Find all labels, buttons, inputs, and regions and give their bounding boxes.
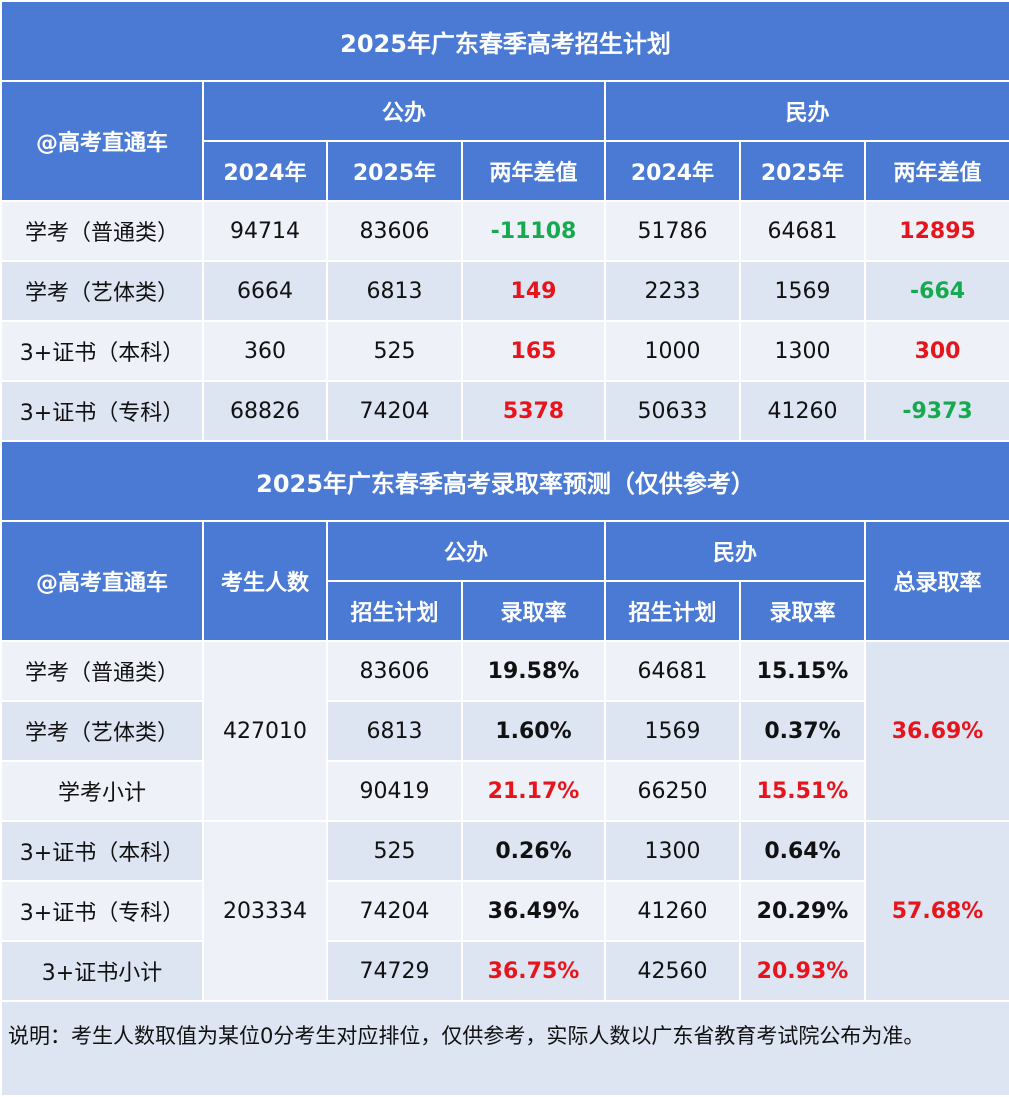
cell-public-rate: 36.49% xyxy=(461,880,606,942)
cell-private-2024: 2233 xyxy=(604,260,741,322)
column-header: 两年差值 xyxy=(863,140,1009,202)
column-header: 2024年 xyxy=(604,140,741,202)
cell-private-diff: 12895 xyxy=(863,200,1009,262)
row-label: 学考（艺体类） xyxy=(0,700,204,762)
enrollment-plan-table: 2025年广东春季高考招生计划 @高考直通车 公办 民办 2024年 2025年… xyxy=(0,0,1009,442)
zhengshu-total-rate: 57.68% xyxy=(863,820,1009,1002)
row-label: 3+证书（本科） xyxy=(0,820,204,882)
cell-public-2024: 94714 xyxy=(202,200,328,262)
row-label: 3+证书（专科） xyxy=(0,880,204,942)
cell-private-diff: -9373 xyxy=(863,380,1009,442)
cell-public-2025: 83606 xyxy=(326,200,463,262)
cell-public-2024: 6664 xyxy=(202,260,328,322)
cell-public-2024: 360 xyxy=(202,320,328,382)
footnote: 说明：考生人数取值为某位0分考生对应排位，仅供参考，实际人数以广东省教育考试院公… xyxy=(0,1000,1009,1097)
table-row: 3+证书小计 74729 36.75% 42560 20.93% xyxy=(0,940,1009,1002)
column-header: 录取率 xyxy=(739,580,866,642)
cell-private-rate: 20.29% xyxy=(739,880,866,942)
table-row: 3+证书（本科） 203334 525 0.26% 1300 0.64% 57.… xyxy=(0,820,1009,1002)
row-label: 学考小计 xyxy=(0,760,204,822)
cell-public-plan: 74729 xyxy=(326,940,463,1002)
cell-public-rate: 21.17% xyxy=(461,760,606,822)
cell-private-2024: 51786 xyxy=(604,200,741,262)
cell-private-plan: 66250 xyxy=(604,760,741,822)
examinees-header: 考生人数 xyxy=(202,520,328,642)
cell-public-rate: 19.58% xyxy=(461,640,606,702)
cell-private-rate: 0.37% xyxy=(739,700,866,762)
column-header: 两年差值 xyxy=(461,140,606,202)
table-row: 学考（艺体类） 6813 1.60% 1569 0.37% xyxy=(0,700,1009,762)
table-row: 3+证书（专科） 74204 36.49% 41260 20.29% xyxy=(0,880,1009,942)
table2-title: 2025年广东春季高考录取率预测（仅供参考） xyxy=(0,440,1009,522)
cell-public-rate: 36.75% xyxy=(461,940,606,1002)
cell-private-2024: 50633 xyxy=(604,380,741,442)
cell-private-2024: 1000 xyxy=(604,320,741,382)
row-label: 3+证书（专科） xyxy=(0,380,204,442)
cell-public-plan: 83606 xyxy=(326,640,463,702)
cell-private-2025: 41260 xyxy=(739,380,866,442)
table-row: 学考（艺体类） 6664 6813 149 2233 1569 -664 xyxy=(0,260,1009,322)
table2-corner-label: @高考直通车 xyxy=(0,520,204,642)
row-label: 3+证书小计 xyxy=(0,940,204,1002)
column-header: 招生计划 xyxy=(326,580,463,642)
cell-private-plan: 1569 xyxy=(604,700,741,762)
column-header: 2025年 xyxy=(326,140,463,202)
table2-group-public: 公办 xyxy=(326,520,606,582)
cell-private-plan: 41260 xyxy=(604,880,741,942)
cell-public-plan: 525 xyxy=(326,820,463,882)
row-label: 3+证书（本科） xyxy=(0,320,204,382)
cell-private-2025: 1300 xyxy=(739,320,866,382)
cell-public-2024: 68826 xyxy=(202,380,328,442)
cell-public-rate: 0.26% xyxy=(461,820,606,882)
column-header: 录取率 xyxy=(461,580,606,642)
total-rate-header: 总录取率 xyxy=(863,520,1009,642)
column-header: 2025年 xyxy=(739,140,866,202)
cell-private-plan: 1300 xyxy=(604,820,741,882)
table-row: 学考小计 90419 21.17% 66250 15.51% xyxy=(0,760,1009,822)
cell-public-plan: 74204 xyxy=(326,880,463,942)
cell-public-plan: 90419 xyxy=(326,760,463,822)
admission-rate-table: 2025年广东春季高考录取率预测（仅供参考） @高考直通车 考生人数 公办 民办… xyxy=(0,440,1009,1097)
table1-corner-label: @高考直通车 xyxy=(0,80,204,202)
cell-public-2025: 6813 xyxy=(326,260,463,322)
table2-group-private: 民办 xyxy=(604,520,866,582)
cell-private-rate: 20.93% xyxy=(739,940,866,1002)
table1-title: 2025年广东春季高考招生计划 xyxy=(0,0,1009,82)
table-row: 学考（普通类） 94714 83606 -11108 51786 64681 1… xyxy=(0,200,1009,262)
cell-public-diff: 165 xyxy=(461,320,606,382)
column-header: 招生计划 xyxy=(604,580,741,642)
cell-private-2025: 64681 xyxy=(739,200,866,262)
table1-group-public: 公办 xyxy=(202,80,606,142)
table1-group-private: 民办 xyxy=(603,80,1009,142)
cell-private-plan: 64681 xyxy=(604,640,741,702)
cell-public-plan: 6813 xyxy=(326,700,463,762)
cell-private-diff: -664 xyxy=(863,260,1009,322)
zhengshu-examinees: 203334 xyxy=(202,820,328,1002)
cell-public-rate: 1.60% xyxy=(461,700,606,762)
cell-private-diff: 300 xyxy=(863,320,1009,382)
cell-private-plan: 42560 xyxy=(604,940,741,1002)
cell-public-2025: 74204 xyxy=(326,380,463,442)
cell-private-rate: 0.64% xyxy=(739,820,866,882)
cell-private-rate: 15.15% xyxy=(739,640,866,702)
xuekao-total-rate: 36.69% xyxy=(863,640,1009,822)
table-row: 学考（普通类） 427010 83606 19.58% 64681 15.15%… xyxy=(0,640,1009,822)
cell-private-2025: 1569 xyxy=(739,260,866,322)
row-label: 学考（艺体类） xyxy=(0,260,204,322)
table-row: 3+证书（专科） 68826 74204 5378 50633 41260 -9… xyxy=(0,380,1009,442)
row-label: 学考（普通类） xyxy=(0,640,204,702)
cell-public-diff: 149 xyxy=(461,260,606,322)
cell-public-2025: 525 xyxy=(326,320,463,382)
cell-public-diff: 5378 xyxy=(461,380,606,442)
cell-private-rate: 15.51% xyxy=(739,760,866,822)
row-label: 学考（普通类） xyxy=(0,200,204,262)
column-header: 2024年 xyxy=(202,140,328,202)
table-row: 3+证书（本科） 360 525 165 1000 1300 300 xyxy=(0,320,1009,382)
cell-public-diff: -11108 xyxy=(461,200,606,262)
xuekao-examinees: 427010 xyxy=(202,640,328,822)
